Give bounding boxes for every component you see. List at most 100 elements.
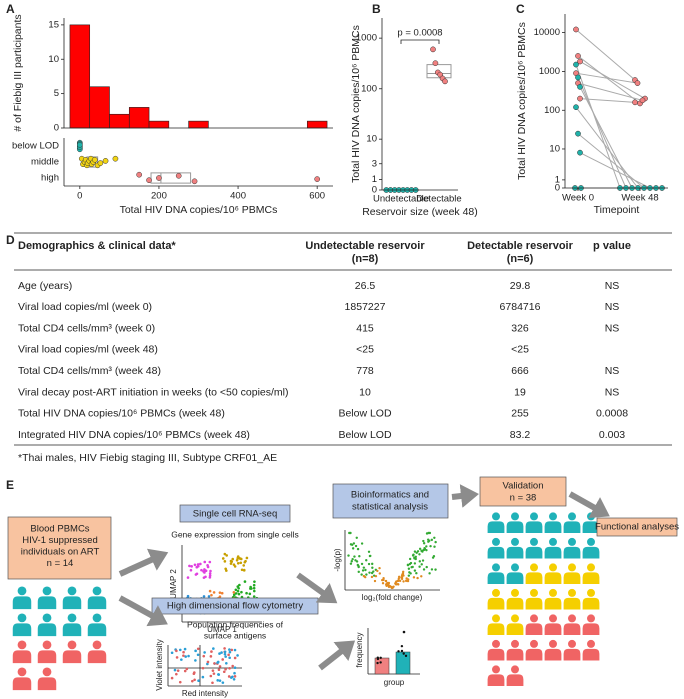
- volcano-dot: [351, 547, 355, 550]
- volcano-dot: [422, 542, 426, 545]
- umap-dot: [238, 583, 241, 587]
- volcano-dot: [396, 582, 400, 586]
- flow-dot: [233, 675, 237, 678]
- umap-dot: [249, 587, 252, 590]
- person-head: [17, 667, 27, 677]
- person-body: [525, 648, 543, 661]
- flow-dot: [228, 666, 231, 670]
- umap-dot: [225, 569, 228, 572]
- volcano-dot: [413, 569, 417, 572]
- volcano-dot: [350, 560, 353, 563]
- x-tick-label: Week 0: [562, 193, 594, 204]
- umap-dot: [188, 564, 191, 568]
- y-tick-label: 10: [366, 134, 377, 145]
- table-cell: Viral decay post-ART initiation in weeks…: [18, 386, 289, 398]
- caption: surface antigens: [204, 630, 266, 640]
- table-cell: 10: [359, 386, 371, 398]
- arrow: [118, 595, 168, 627]
- mini-dot: [379, 661, 382, 664]
- volcano-dot: [353, 555, 356, 558]
- flow-dot: [213, 662, 216, 665]
- table-cell: 26.5: [355, 280, 376, 292]
- umap-dot: [225, 554, 228, 557]
- volcano-dot: [360, 573, 363, 576]
- point: [432, 60, 439, 67]
- volcano-dot: [369, 554, 372, 558]
- person-head: [568, 588, 576, 597]
- volcano-dot: [413, 550, 417, 553]
- pair-line: [579, 98, 636, 103]
- person-body: [506, 648, 524, 661]
- volcano-dot: [401, 573, 404, 576]
- table-cell: Age (years): [18, 280, 72, 292]
- person-body: [544, 648, 562, 661]
- umap-dot: [202, 595, 206, 598]
- pair-line: [575, 72, 638, 84]
- flow-dot: [187, 654, 190, 658]
- person-body: [506, 623, 524, 635]
- table-header: (n=8): [352, 253, 379, 265]
- y-tick-label: 15: [48, 19, 59, 30]
- umap-dot: [223, 552, 227, 556]
- person-body: [487, 546, 505, 559]
- person-body: [525, 521, 543, 533]
- person-head: [492, 639, 500, 648]
- umap-dot: [195, 572, 199, 576]
- volcano-dot: [420, 575, 423, 578]
- person-head: [587, 588, 595, 597]
- flow-dot: [184, 655, 187, 658]
- box: [332, 483, 449, 519]
- table-cell: 778: [356, 365, 374, 377]
- y-tick-label: 1000: [356, 33, 377, 44]
- y-tick-label: 1000: [539, 66, 560, 77]
- person-head: [511, 614, 519, 623]
- flow-dot: [228, 648, 231, 651]
- volcano-dot: [400, 577, 404, 581]
- mini-dot: [376, 661, 379, 665]
- volcano-dot: [411, 554, 415, 557]
- flow-dot: [224, 667, 227, 671]
- person-body: [37, 623, 57, 637]
- flow-dot: [201, 675, 205, 679]
- table-header: Undetectable reservoir: [305, 240, 425, 252]
- person-body: [525, 546, 543, 559]
- person-head: [42, 667, 52, 677]
- x-tick-label: 0: [77, 191, 82, 202]
- pair-line: [577, 77, 627, 189]
- umap-dot: [207, 595, 211, 598]
- person-body: [62, 623, 82, 637]
- y-tick-label: 1: [555, 174, 560, 185]
- umap-dot: [237, 592, 241, 596]
- volcano-dot: [358, 554, 361, 558]
- volcano-dot: [430, 538, 434, 542]
- axis-label: log₂(fold change): [362, 593, 423, 602]
- flow-dot: [183, 647, 187, 651]
- umap-dot: [238, 556, 241, 560]
- flow-dot: [222, 670, 226, 674]
- person-body: [582, 648, 600, 661]
- table-cell: 666: [511, 365, 529, 377]
- volcano-dot: [360, 562, 364, 566]
- volcano-dot: [349, 543, 353, 546]
- person-body: [487, 674, 505, 686]
- table-cell: NS: [605, 301, 620, 313]
- umap-dot: [240, 568, 244, 572]
- point: [146, 177, 152, 184]
- axis-label: Violet intensity: [155, 639, 164, 690]
- umap-dot: [208, 576, 212, 579]
- person-head: [568, 512, 576, 521]
- person-head: [530, 614, 538, 623]
- table-cell: Total CD4 cells/mm³ (week 0): [18, 322, 155, 334]
- volcano-dot: [412, 576, 416, 579]
- flow-dot: [175, 672, 178, 676]
- point: [577, 58, 583, 65]
- x-axis-title: Reservoir size (week 48): [362, 206, 478, 218]
- umap-dot: [208, 589, 212, 593]
- person-body: [582, 572, 600, 584]
- umap-dot: [252, 589, 256, 593]
- volcano-dot: [434, 568, 437, 571]
- person-head: [568, 563, 576, 572]
- person-head: [511, 588, 519, 597]
- y-axis-title: # of Fiebig III participants: [12, 14, 24, 131]
